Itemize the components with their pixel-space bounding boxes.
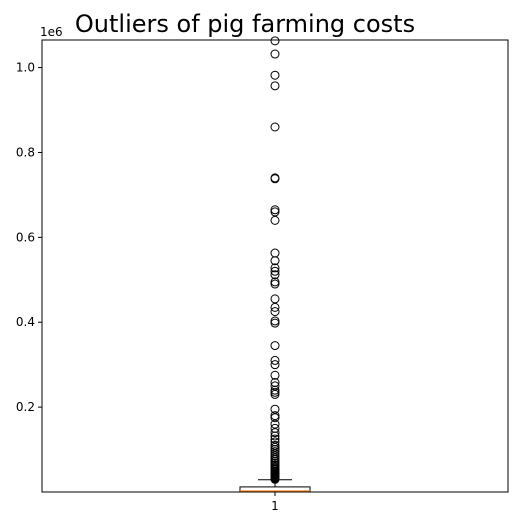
outlier-point	[271, 82, 279, 90]
y-offset-label: 1e6	[40, 25, 63, 39]
y-tick-label: 0.4	[16, 315, 35, 329]
outlier-point	[271, 37, 279, 45]
x-axis: 1	[271, 492, 279, 513]
outlier-point	[271, 216, 279, 224]
y-tick-label: 0.6	[16, 230, 35, 244]
plot-area	[240, 37, 310, 492]
y-tick-label: 0.2	[16, 400, 35, 414]
chart-title: Outliers of pig farming costs	[75, 10, 415, 38]
y-tick-label: 1.0	[16, 61, 35, 75]
outlier-point	[271, 342, 279, 350]
outlier-point	[271, 71, 279, 79]
outlier-point	[271, 123, 279, 131]
outlier-point	[271, 249, 279, 257]
y-tick-label: 0.8	[16, 145, 35, 159]
x-tick-label: 1	[271, 499, 279, 513]
outlier-point	[271, 50, 279, 58]
y-axis: 0.2 0.4 0.6 0.8 1.0	[16, 61, 42, 415]
outlier-point	[271, 295, 279, 303]
